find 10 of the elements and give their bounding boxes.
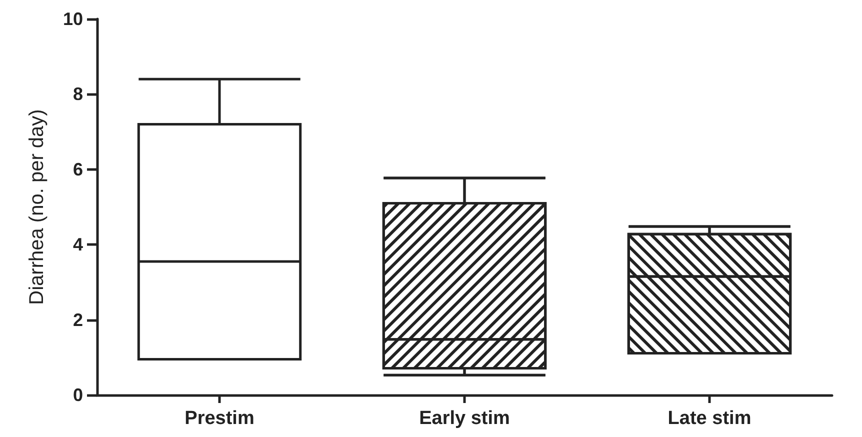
y-tick-label: 10: [62, 9, 83, 29]
y-tick-label: 0: [72, 385, 83, 405]
y-tick-label: 4: [72, 234, 83, 255]
y-axis-title: Diarrhea (no. per day): [26, 109, 48, 305]
x-tick-label: Late stim: [668, 408, 752, 429]
y-tick-label: 2: [72, 310, 83, 330]
y-tick-label: 6: [72, 159, 83, 180]
x-tick-label: Prestim: [184, 408, 254, 429]
x-tick-label: Early stim: [419, 408, 510, 429]
y-tick-label: 8: [72, 84, 83, 104]
